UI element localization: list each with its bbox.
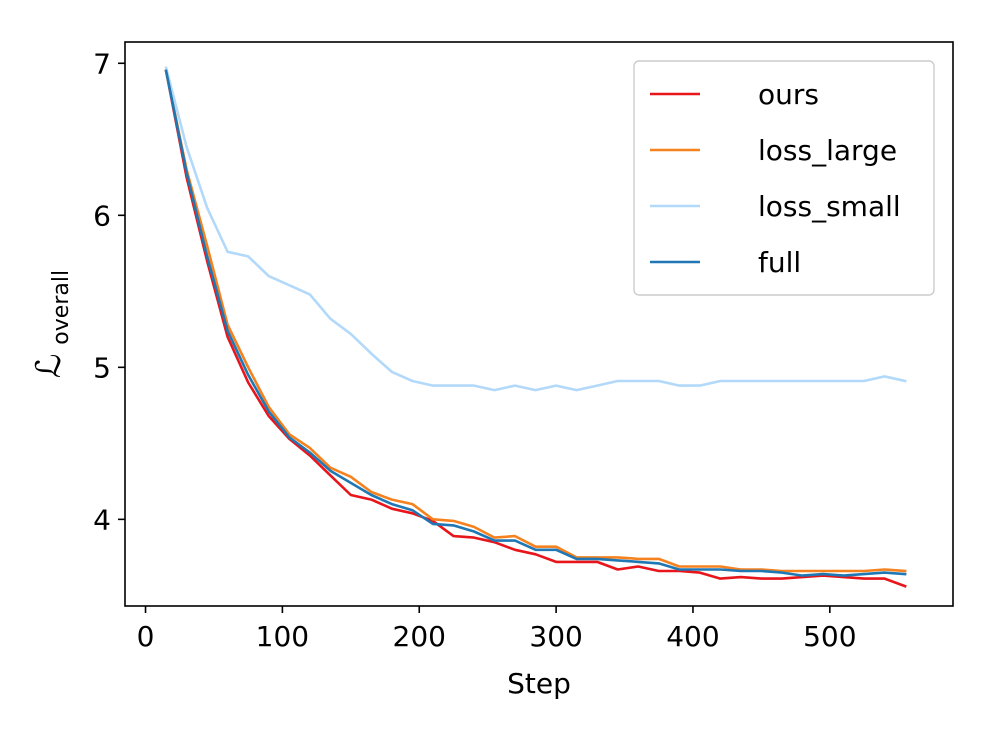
x-tick-label: 400 xyxy=(666,620,719,653)
legend-label-ours: ours xyxy=(758,78,819,111)
series-line-full xyxy=(164,69,907,577)
y-axis-ticks: 4 5 6 7 xyxy=(93,47,125,536)
y-axis-label-symbol: ℒ xyxy=(29,354,69,379)
x-axis-ticks: 0 100 200 300 400 500 xyxy=(137,606,857,653)
y-tick-label: 6 xyxy=(93,199,111,232)
y-tick-label: 4 xyxy=(93,503,111,536)
x-tick-label: 0 xyxy=(137,620,155,653)
x-tick-label: 500 xyxy=(803,620,856,653)
plot-area-frame xyxy=(124,41,954,607)
legend-label-loss-large: loss_large xyxy=(758,134,897,167)
y-axis-label-subscript: overall xyxy=(49,270,74,345)
y-tick-label: 5 xyxy=(93,351,111,384)
series-line-loss-large xyxy=(164,69,907,573)
legend-label-full: full xyxy=(758,246,801,279)
x-axis-label: Step xyxy=(507,667,571,700)
x-tick-label: 100 xyxy=(256,620,309,653)
x-tick-label: 300 xyxy=(529,620,582,653)
legend-label-loss-small: loss_small xyxy=(758,190,901,223)
series-line-loss-small xyxy=(164,66,907,392)
legend-box xyxy=(633,60,935,296)
y-axis-label: ℒ overall xyxy=(29,270,74,378)
x-tick-label: 200 xyxy=(393,620,446,653)
y-tick-label: 7 xyxy=(93,47,111,80)
series-layer xyxy=(164,66,907,588)
